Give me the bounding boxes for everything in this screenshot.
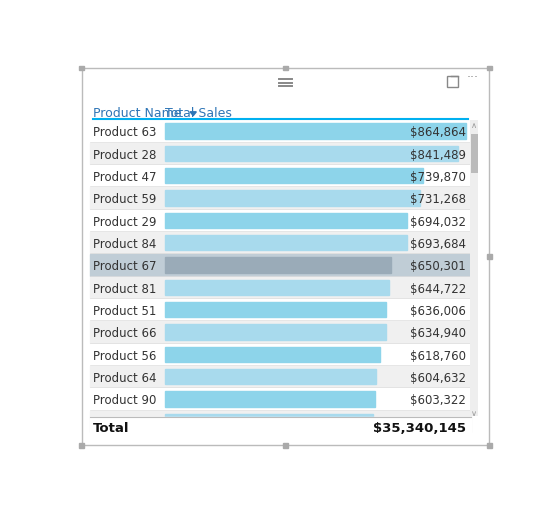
Bar (90, 411, 470, 432)
Text: Product 47: Product 47 (94, 171, 157, 184)
Bar (470, 121, 478, 416)
Text: $604,632: $604,632 (410, 371, 466, 384)
Text: Total: Total (94, 421, 130, 434)
Text: Product 56: Product 56 (94, 349, 157, 362)
Text: Product 66: Product 66 (94, 327, 157, 340)
Bar (90, 322, 470, 343)
Text: Product 59: Product 59 (94, 193, 157, 206)
Text: $35,340,145: $35,340,145 (373, 421, 466, 434)
Bar (165, 302, 386, 318)
Text: $634,940: $634,940 (410, 327, 466, 340)
Bar (165, 258, 391, 273)
Text: Total Sales: Total Sales (165, 107, 232, 120)
Text: $693,684: $693,684 (410, 238, 466, 250)
Bar (283, 67, 288, 71)
Text: $650,301: $650,301 (410, 260, 466, 273)
Text: ∨: ∨ (471, 408, 477, 417)
Bar (165, 213, 407, 229)
Bar (90, 299, 470, 321)
Bar (487, 67, 492, 71)
Bar (470, 135, 478, 173)
Text: $598,734: $598,734 (410, 416, 466, 429)
Text: Product Name: Product Name (94, 107, 182, 120)
Bar (283, 443, 288, 447)
Bar (165, 391, 375, 407)
Bar (90, 344, 470, 365)
Bar (487, 443, 492, 447)
Bar (487, 254, 492, 260)
Polygon shape (190, 112, 197, 117)
Bar (80, 67, 84, 71)
Bar (90, 388, 470, 410)
Bar (90, 277, 470, 299)
Bar (165, 347, 380, 362)
Text: ∧: ∧ (471, 120, 477, 129)
Text: $864,864: $864,864 (410, 126, 466, 139)
Text: $618,760: $618,760 (410, 349, 466, 362)
Bar (80, 443, 84, 447)
Bar (90, 366, 470, 388)
Text: Product 51: Product 51 (94, 304, 157, 317)
Text: Product 81: Product 81 (94, 282, 157, 295)
Bar (165, 414, 374, 429)
Text: $636,006: $636,006 (410, 304, 466, 317)
Bar (447, 77, 458, 88)
Bar (165, 191, 419, 206)
Bar (165, 325, 386, 340)
Text: $694,032: $694,032 (410, 215, 466, 228)
Bar (90, 165, 470, 187)
Bar (165, 236, 407, 251)
Bar (165, 280, 390, 295)
Text: $644,722: $644,722 (410, 282, 466, 295)
Bar (90, 210, 470, 232)
Text: Product 28: Product 28 (94, 148, 157, 161)
Text: $739,870: $739,870 (410, 171, 466, 184)
Text: Product 63: Product 63 (94, 126, 157, 139)
Text: Product 67: Product 67 (94, 260, 157, 273)
Bar (90, 233, 470, 254)
Bar (90, 121, 470, 143)
Bar (165, 124, 466, 139)
Text: ···: ··· (466, 71, 478, 83)
Bar (165, 369, 376, 385)
Text: Product 79: Product 79 (94, 416, 157, 429)
Bar (90, 418, 470, 438)
Bar (90, 188, 470, 209)
Text: Product 64: Product 64 (94, 371, 157, 384)
Text: $603,322: $603,322 (410, 393, 466, 407)
Text: $731,268: $731,268 (410, 193, 466, 206)
Bar (165, 168, 423, 184)
Text: Product 84: Product 84 (94, 238, 157, 250)
Bar (90, 254, 470, 276)
Text: Product 90: Product 90 (94, 393, 157, 407)
Bar (90, 144, 470, 165)
Text: Product 29: Product 29 (94, 215, 157, 228)
Bar (165, 147, 458, 162)
Text: $841,489: $841,489 (410, 148, 466, 161)
